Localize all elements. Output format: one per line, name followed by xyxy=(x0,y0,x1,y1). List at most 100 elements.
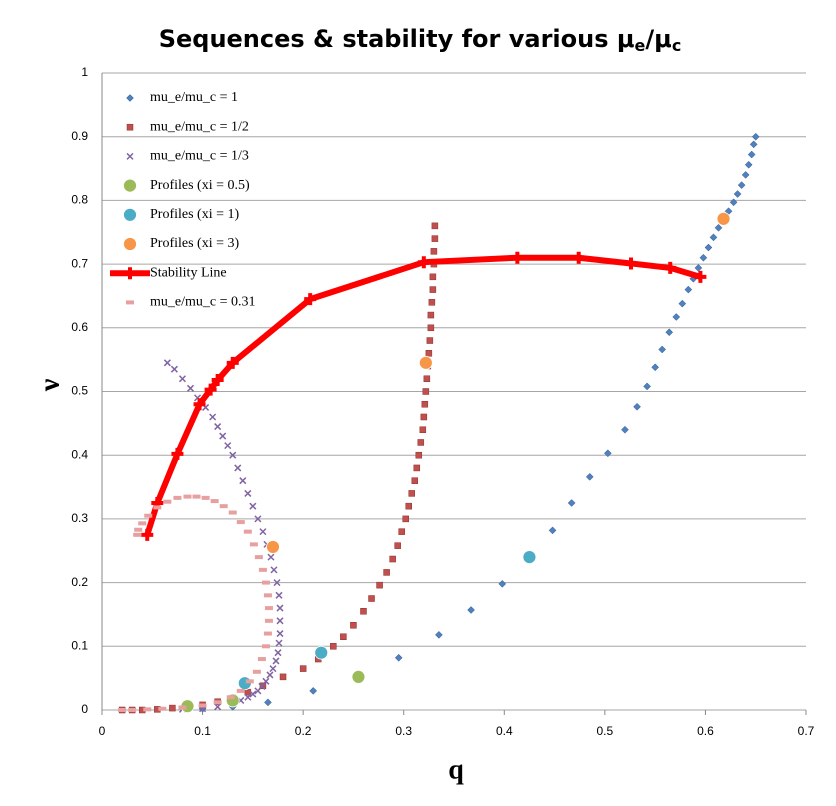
point xyxy=(643,382,651,391)
legend-label: mu_e/mu_c = 0.31 xyxy=(150,295,256,310)
point xyxy=(229,451,237,459)
point xyxy=(173,495,182,500)
point xyxy=(664,261,677,274)
x-tick-label: 0.7 xyxy=(798,724,815,738)
legend-marker xyxy=(126,94,134,102)
point xyxy=(228,510,237,515)
point xyxy=(244,693,252,701)
point xyxy=(163,359,171,367)
x-tick-label: 0.2 xyxy=(295,724,312,738)
point xyxy=(330,643,337,650)
point xyxy=(427,311,435,319)
point xyxy=(467,606,475,614)
point xyxy=(376,581,383,589)
point xyxy=(694,264,703,272)
point xyxy=(672,313,681,321)
point xyxy=(224,442,232,450)
x-axis-label: q xyxy=(448,754,464,785)
point xyxy=(266,671,274,679)
point xyxy=(198,703,207,708)
point xyxy=(733,190,742,198)
point xyxy=(264,618,273,623)
x-tick-label: 0 xyxy=(99,724,106,738)
point xyxy=(405,502,412,510)
point xyxy=(749,140,758,149)
title-part: c xyxy=(672,36,681,55)
point xyxy=(274,649,282,657)
point xyxy=(236,688,245,693)
point xyxy=(133,532,142,537)
point xyxy=(621,425,629,434)
point xyxy=(254,555,263,560)
point xyxy=(261,644,270,649)
point xyxy=(389,555,396,563)
point xyxy=(714,223,723,232)
point xyxy=(604,449,612,458)
point xyxy=(408,490,416,497)
y-tick-label: 0.1 xyxy=(71,638,88,652)
x-tick-label: 0.5 xyxy=(597,724,614,738)
point xyxy=(498,580,507,588)
point xyxy=(427,324,435,332)
point xyxy=(751,132,760,141)
legend-label: mu_e/mu_c = 1/3 xyxy=(150,149,249,164)
point xyxy=(398,528,405,535)
point xyxy=(417,439,425,446)
point xyxy=(435,630,443,639)
point xyxy=(138,521,147,526)
legend-marker xyxy=(123,207,137,222)
title-part: Sequences & stability for various μ xyxy=(159,25,635,53)
point xyxy=(304,293,317,306)
point xyxy=(704,243,713,252)
point xyxy=(170,365,178,373)
point xyxy=(261,580,270,585)
point xyxy=(418,355,433,370)
point xyxy=(118,708,127,712)
point xyxy=(209,413,217,421)
point xyxy=(234,464,242,472)
point xyxy=(275,591,283,599)
point xyxy=(729,198,738,207)
point xyxy=(422,388,430,395)
point xyxy=(193,398,206,411)
y-tick-label: 0.9 xyxy=(71,129,88,143)
point xyxy=(239,477,247,485)
point xyxy=(423,375,431,383)
point xyxy=(266,540,280,554)
point xyxy=(272,657,280,665)
x-tick-label: 0.6 xyxy=(697,724,714,738)
point xyxy=(163,499,172,504)
point xyxy=(134,527,143,532)
point xyxy=(128,708,137,712)
point xyxy=(413,464,421,472)
point xyxy=(417,256,430,269)
point xyxy=(429,273,437,281)
point xyxy=(249,542,258,547)
x-tick-label: 0.3 xyxy=(395,724,412,738)
point xyxy=(658,345,667,354)
point xyxy=(204,383,217,396)
point xyxy=(394,542,401,549)
point xyxy=(264,698,272,707)
point xyxy=(522,550,537,565)
legend-label: mu_e/mu_c = 1/2 xyxy=(150,119,249,134)
series-line xyxy=(144,254,702,536)
point xyxy=(694,270,707,283)
point xyxy=(651,363,659,372)
point xyxy=(678,299,687,308)
point xyxy=(430,248,438,255)
point xyxy=(572,251,585,264)
point xyxy=(419,426,427,433)
point xyxy=(747,150,756,159)
legend-marker xyxy=(123,178,137,193)
point xyxy=(716,211,731,226)
y-tick-label: 0.7 xyxy=(71,256,88,270)
point xyxy=(276,617,284,625)
point xyxy=(421,400,429,408)
point xyxy=(741,171,750,179)
point xyxy=(276,604,284,612)
point xyxy=(143,707,152,712)
point xyxy=(213,700,222,705)
point xyxy=(314,645,329,660)
